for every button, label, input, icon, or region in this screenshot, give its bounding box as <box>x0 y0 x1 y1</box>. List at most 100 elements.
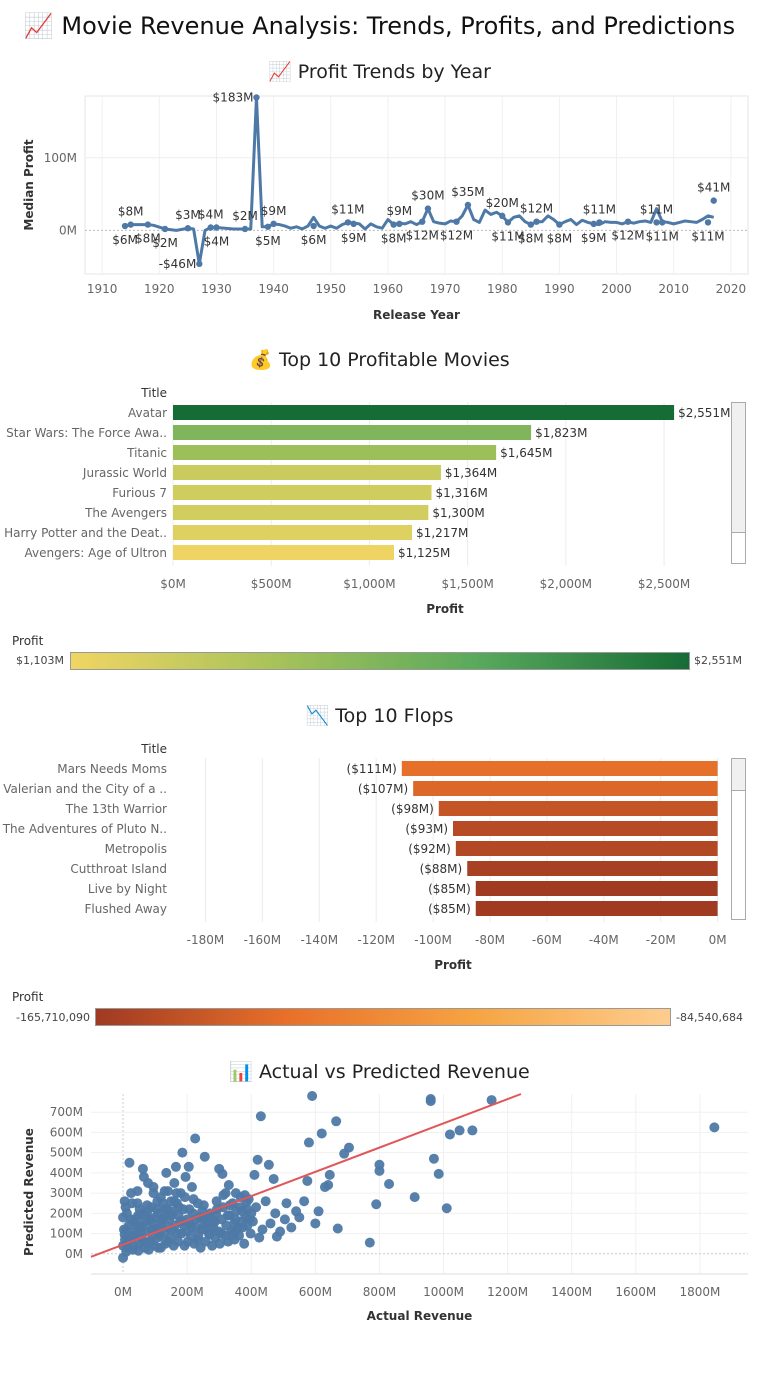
data-label: $20M <box>486 196 519 210</box>
data-point <box>241 225 249 233</box>
scatter-point <box>371 1199 382 1210</box>
x-tick-label: $2,000M <box>540 577 592 591</box>
column-header: Title <box>140 742 167 756</box>
flop-legend-max: -84,540,684 <box>676 1011 743 1024</box>
scatter-point <box>216 1228 227 1239</box>
row-label: Mars Needs Moms <box>57 762 167 776</box>
data-point <box>184 225 192 232</box>
scatter-point <box>152 1196 163 1207</box>
scatter-point <box>332 1223 343 1234</box>
data-label: $11M <box>583 202 616 216</box>
bar <box>401 761 718 776</box>
data-label: $9M <box>387 204 413 218</box>
top-flops-scrollbar[interactable] <box>731 758 746 920</box>
data-point <box>704 219 712 226</box>
data-label: $4M <box>204 235 230 249</box>
scatter-point <box>165 1232 176 1243</box>
profit-trends-chart[interactable]: 1910 1920 1930 1940 1950 1960 1970 1980 1990 2000… <box>0 88 759 328</box>
row-label: Jurassic World <box>82 466 167 480</box>
bar <box>173 505 429 520</box>
scatter-point <box>135 1222 146 1233</box>
data-point <box>390 221 397 228</box>
data-point <box>527 221 535 228</box>
actual-vs-predicted-chart[interactable]: 0M 200M 400M 600M 800M 1000M 1200M 1400M 1600M 18… <box>0 1090 759 1330</box>
top-flops-chart[interactable]: Title -180M -160M -140M -120M -100M -80M -60M -4… <box>0 736 759 971</box>
data-label: $12M <box>611 229 644 243</box>
data-point <box>121 222 129 230</box>
scrollbar-thumb[interactable] <box>732 790 745 919</box>
y-tick-label: 0M <box>59 223 77 237</box>
data-label: $11M <box>331 202 364 216</box>
data-point <box>144 221 152 228</box>
x-tick-label: $0M <box>160 577 186 591</box>
scatter-point <box>279 1214 290 1225</box>
data-point <box>419 218 426 225</box>
data-point <box>596 219 603 226</box>
scatter-point <box>190 1133 201 1144</box>
scatter-point <box>374 1165 385 1176</box>
bar-value-label: ($85M) <box>428 882 471 896</box>
scatter-point <box>433 1168 444 1179</box>
data-label: $12M <box>406 229 439 243</box>
scatter-point <box>183 1161 194 1172</box>
scatter-point <box>254 1232 265 1243</box>
y-tick-label: 300M <box>50 1186 83 1200</box>
data-point <box>344 219 352 226</box>
bar <box>173 405 675 420</box>
scatter-point <box>268 1173 279 1184</box>
scatter-point <box>255 1111 266 1122</box>
x-axis-label: Release Year <box>373 308 460 322</box>
scatter-point <box>207 1240 218 1251</box>
scatter-point <box>211 1196 222 1207</box>
scatter-point <box>454 1125 465 1136</box>
bar-value-label: ($98M) <box>391 802 434 816</box>
bar-value-label: ($111M) <box>347 762 397 776</box>
scatter-point <box>270 1208 281 1219</box>
x-tick-label: 0M <box>114 1285 132 1299</box>
y-tick-label: 100M <box>44 151 77 165</box>
scatter-point <box>223 1180 234 1191</box>
row-label: The Adventures of Pluto N.. <box>2 822 167 836</box>
x-tick-label: 1940 <box>258 282 289 296</box>
x-tick-label: 0M <box>709 933 727 947</box>
x-axis-label: Profit <box>434 958 472 971</box>
top-profitable-scrollbar[interactable] <box>731 402 746 564</box>
row-label: Cutthroat Island <box>70 862 167 876</box>
scatter-point <box>709 1122 720 1133</box>
scatter-point <box>186 1222 197 1233</box>
profit-legend-max: $2,551M <box>694 654 742 667</box>
scatter-point <box>192 1234 203 1245</box>
scatter-point <box>180 1171 191 1182</box>
x-tick-label: 1200M <box>487 1285 528 1299</box>
data-point <box>659 219 666 226</box>
y-tick-label: 500M <box>50 1146 83 1160</box>
x-tick-label: -60M <box>532 933 562 947</box>
top-profitable-chart[interactable]: Title $0M $500M $1,000M $1,500M $2,000M $2,500… <box>0 380 759 615</box>
data-point <box>533 218 540 225</box>
data-label: $8M <box>547 232 573 246</box>
scatter-point <box>214 1238 225 1249</box>
scatter-point <box>169 1177 180 1188</box>
scatter-point <box>425 1096 436 1107</box>
data-point <box>624 218 632 225</box>
scrollbar-thumb[interactable] <box>732 532 745 563</box>
bar <box>413 781 718 796</box>
bar-value-label: $1,823M <box>535 426 587 440</box>
profit-legend-min: $1,103M <box>16 654 64 667</box>
data-label: $11M <box>691 229 724 243</box>
bar <box>173 525 413 540</box>
scatter-point <box>171 1188 182 1199</box>
x-axis-label: Actual Revenue <box>367 1309 473 1323</box>
x-tick-label: 1990 <box>544 282 575 296</box>
scatter-point <box>257 1224 268 1235</box>
top-profitable-title: 💰 Top 10 Profitable Movies <box>249 349 510 371</box>
scatter-point <box>229 1218 240 1229</box>
x-tick-label: 200M <box>171 1285 204 1299</box>
bar <box>173 485 432 500</box>
x-tick-label: 800M <box>363 1285 396 1299</box>
bar <box>475 881 718 896</box>
flop-legend-min: -165,710,090 <box>16 1011 90 1024</box>
scatter-point <box>132 1198 143 1209</box>
scatter-point <box>252 1154 263 1165</box>
y-tick-label: 0M <box>65 1247 83 1261</box>
